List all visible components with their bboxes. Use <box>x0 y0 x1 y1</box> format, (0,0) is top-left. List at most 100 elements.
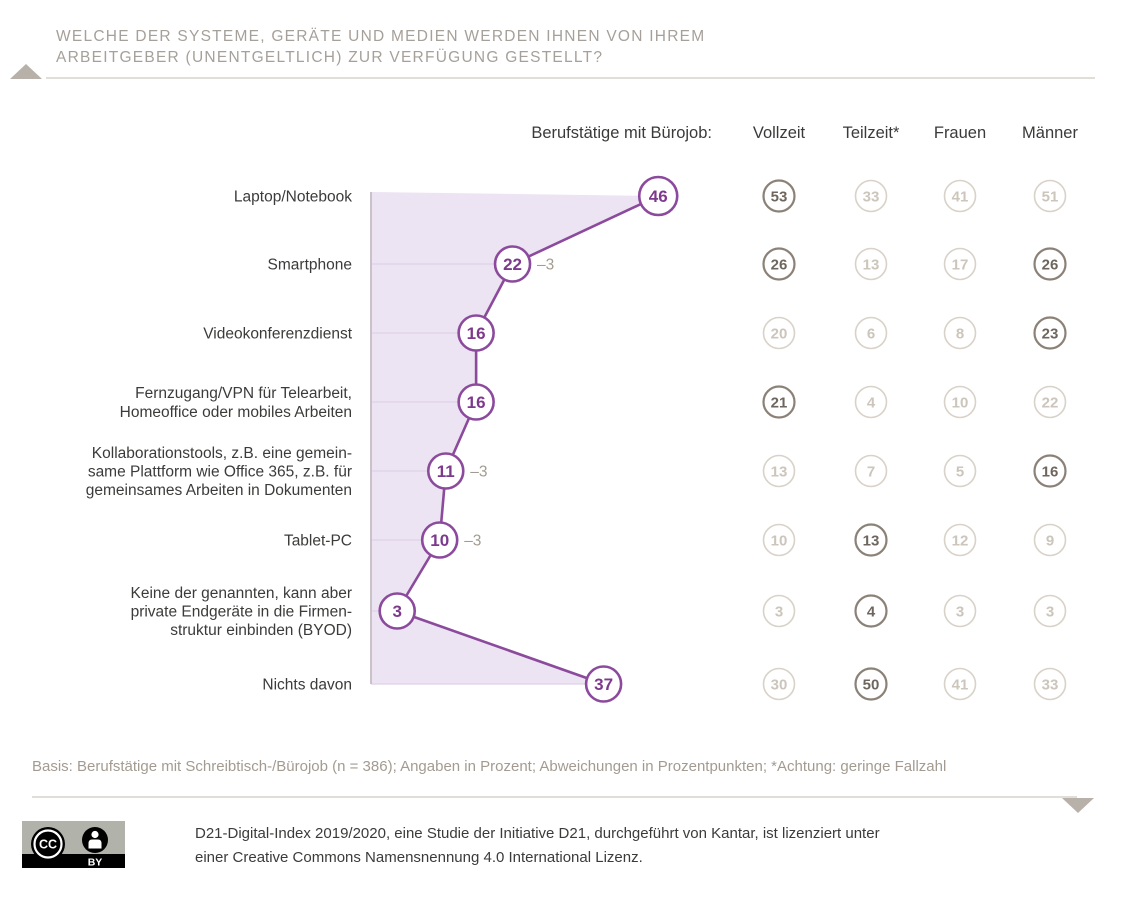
category-label-1: Smartphone <box>268 257 352 274</box>
col-3-circle-5 <box>1033 523 1067 557</box>
chart-canvas: Laptop/Notebook Smartphone Videokonferenzd… <box>86 175 1067 703</box>
col-0-circle-4 <box>762 454 796 488</box>
col-3-circle-3 <box>1033 385 1067 419</box>
col-3-value-1: 26 <box>1042 256 1059 273</box>
col-1-circle-0 <box>854 179 888 213</box>
main-value-circle-4 <box>426 452 465 490</box>
col-0-value-1: 26 <box>771 256 788 273</box>
col-2-value-4: 5 <box>956 463 964 480</box>
main-value-5: 10 <box>430 531 449 550</box>
col-0-circle-5 <box>762 523 796 557</box>
col-3-circle-0 <box>1033 179 1067 213</box>
col-1-value-1: 13 <box>863 256 880 273</box>
triangle-up-marker <box>10 64 42 79</box>
col-2-circle-2 <box>943 316 977 350</box>
col-3-circle-4 <box>1033 454 1067 488</box>
col-2-value-6: 3 <box>956 603 964 620</box>
main-value-circle-3 <box>457 383 495 421</box>
col-3-circle-1 <box>1033 247 1067 281</box>
col-0-value-3: 21 <box>771 394 788 411</box>
triangle-down-marker <box>1062 798 1094 813</box>
column-header-maenner: Männer <box>1022 124 1078 142</box>
col-0-value-0: 53 <box>771 188 788 205</box>
person-icon-head <box>91 830 99 839</box>
cc-by-badge: CC BY <box>22 821 125 868</box>
col-2-value-1: 17 <box>952 256 969 273</box>
category-label-4: Kollaborationstools, z.B. eine gemein-sa… <box>86 445 352 499</box>
main-value-3: 16 <box>467 393 486 412</box>
main-value-6: 3 <box>392 602 401 621</box>
col-2-circle-7 <box>943 667 977 701</box>
col-1-value-4: 7 <box>867 463 875 480</box>
col-1-value-2: 6 <box>867 325 875 342</box>
col-2-value-7: 41 <box>952 676 969 693</box>
col-0-circle-7 <box>762 667 796 701</box>
col-0-value-4: 13 <box>771 463 788 480</box>
cc-logo-text: CC <box>39 838 57 852</box>
col-1-circle-1 <box>854 247 888 281</box>
license-text: D21-Digital-Index 2019/2020, eine Studie… <box>195 822 880 870</box>
column-header-teilzeit: Teilzeit* <box>842 124 900 142</box>
col-1-circle-3 <box>854 385 888 419</box>
bottom-divider <box>32 796 1077 798</box>
cc-logo-icon <box>31 827 65 861</box>
col-0-circle-0 <box>762 179 796 213</box>
col-1-value-7: 50 <box>863 676 880 693</box>
col-0-circle-3 <box>762 385 796 419</box>
main-value-4: 11 <box>437 462 455 481</box>
top-divider <box>46 77 1095 79</box>
category-label-7: Nichts davon <box>262 677 352 694</box>
col-3-circle-6 <box>1033 594 1067 628</box>
col-2-circle-0 <box>943 179 977 213</box>
col-1-value-6: 4 <box>867 603 876 620</box>
column-header-group: Berufstätige mit Bürojob: <box>531 124 712 142</box>
area-fill <box>371 192 659 684</box>
col-1-circle-6 <box>854 594 888 628</box>
person-icon-body <box>88 839 102 849</box>
col-2-value-2: 8 <box>956 325 964 342</box>
chart-title: WELCHE DER SYSTEME, GERÄTE UND MEDIEN WE… <box>56 26 705 68</box>
col-1-value-5: 13 <box>863 532 880 549</box>
main-value-circle-6 <box>378 592 417 630</box>
col-3-value-5: 9 <box>1046 532 1054 549</box>
main-value-7: 37 <box>594 675 613 694</box>
col-3-circle-7 <box>1033 667 1067 701</box>
col-2-value-0: 41 <box>952 188 969 205</box>
col-2-circle-1 <box>943 247 977 281</box>
col-3-circle-2 <box>1033 316 1067 350</box>
col-0-circle-1 <box>762 247 796 281</box>
main-value-circle-1 <box>493 245 532 283</box>
column-header-vollzeit: Vollzeit <box>752 124 806 142</box>
main-value-2: 16 <box>467 324 486 343</box>
col-3-value-2: 23 <box>1042 325 1059 342</box>
footnote-basis: Basis: Berufstätige mit Schreibtisch-/Bü… <box>32 758 947 775</box>
cc-by-text: BY <box>88 857 103 869</box>
col-1-circle-4 <box>854 454 888 488</box>
col-2-circle-5 <box>943 523 977 557</box>
col-0-value-5: 10 <box>771 532 788 549</box>
category-label-2: Videokonferenzdienst <box>203 326 352 343</box>
col-2-circle-3 <box>943 385 977 419</box>
col-2-value-5: 12 <box>952 532 969 549</box>
col-2-circle-6 <box>943 594 977 628</box>
main-value-circle-7 <box>584 665 623 703</box>
chart-title-line1: WELCHE DER SYSTEME, GERÄTE UND MEDIEN WE… <box>56 28 706 45</box>
chart-title-line2: ARBEITGEBER (UNENTGELTLICH) ZUR VERFÜGUN… <box>56 49 604 66</box>
col-3-value-4: 16 <box>1042 463 1059 480</box>
col-3-value-0: 51 <box>1042 188 1059 205</box>
category-label-6: Keine der genannten, kann aber private En… <box>131 585 352 639</box>
col-0-value-2: 20 <box>771 325 788 342</box>
category-label-3: Fernzugang/VPN für Telearbeit, Homeoffice… <box>120 385 352 421</box>
main-value-0: 46 <box>649 187 668 206</box>
diff-label-5: –3 <box>464 533 481 550</box>
col-3-value-7: 33 <box>1042 676 1059 693</box>
col-1-circle-2 <box>854 316 888 350</box>
col-0-circle-6 <box>762 594 796 628</box>
col-1-value-3: 4 <box>867 394 876 411</box>
diff-label-1: –3 <box>537 257 554 274</box>
main-value-1: 22 <box>503 255 522 274</box>
col-3-value-3: 22 <box>1042 394 1059 411</box>
license-text-line2: einer Creative Commons Namensnennung 4.0… <box>195 849 643 866</box>
category-label-0: Laptop/Notebook <box>234 189 352 206</box>
